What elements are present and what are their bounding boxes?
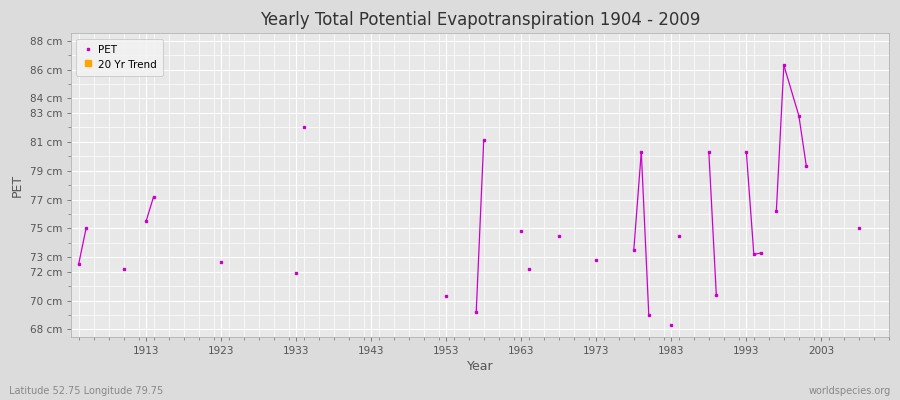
PET [801, 164, 812, 169]
PET [591, 258, 602, 262]
PET [216, 259, 227, 264]
Text: worldspecies.org: worldspecies.org [809, 386, 891, 396]
PET [673, 233, 684, 238]
PET [523, 266, 534, 271]
PET [749, 252, 760, 257]
PET [666, 323, 677, 328]
PET [140, 219, 151, 224]
PET [516, 229, 526, 234]
PET [704, 150, 715, 154]
Line: PET: PET [77, 64, 860, 326]
PET [81, 226, 92, 231]
Title: Yearly Total Potential Evapotranspiration 1904 - 2009: Yearly Total Potential Evapotranspiratio… [260, 11, 700, 29]
PET [298, 125, 309, 130]
PET [628, 248, 639, 252]
PET [291, 271, 302, 276]
PET [441, 294, 452, 299]
PET [741, 150, 751, 154]
PET [554, 233, 564, 238]
Legend: PET, 20 Yr Trend: PET, 20 Yr Trend [76, 39, 163, 76]
PET [636, 150, 647, 154]
Y-axis label: PET: PET [11, 174, 24, 197]
PET [778, 63, 789, 68]
PET [756, 250, 767, 255]
X-axis label: Year: Year [467, 360, 493, 373]
PET [771, 209, 782, 214]
PET [794, 113, 805, 118]
PET [478, 138, 489, 143]
PET [73, 262, 84, 267]
PET [118, 266, 129, 271]
PET [711, 292, 722, 297]
PET [148, 194, 159, 199]
PET [853, 226, 864, 231]
PET [471, 310, 482, 314]
Text: Latitude 52.75 Longitude 79.75: Latitude 52.75 Longitude 79.75 [9, 386, 163, 396]
PET [644, 313, 654, 318]
